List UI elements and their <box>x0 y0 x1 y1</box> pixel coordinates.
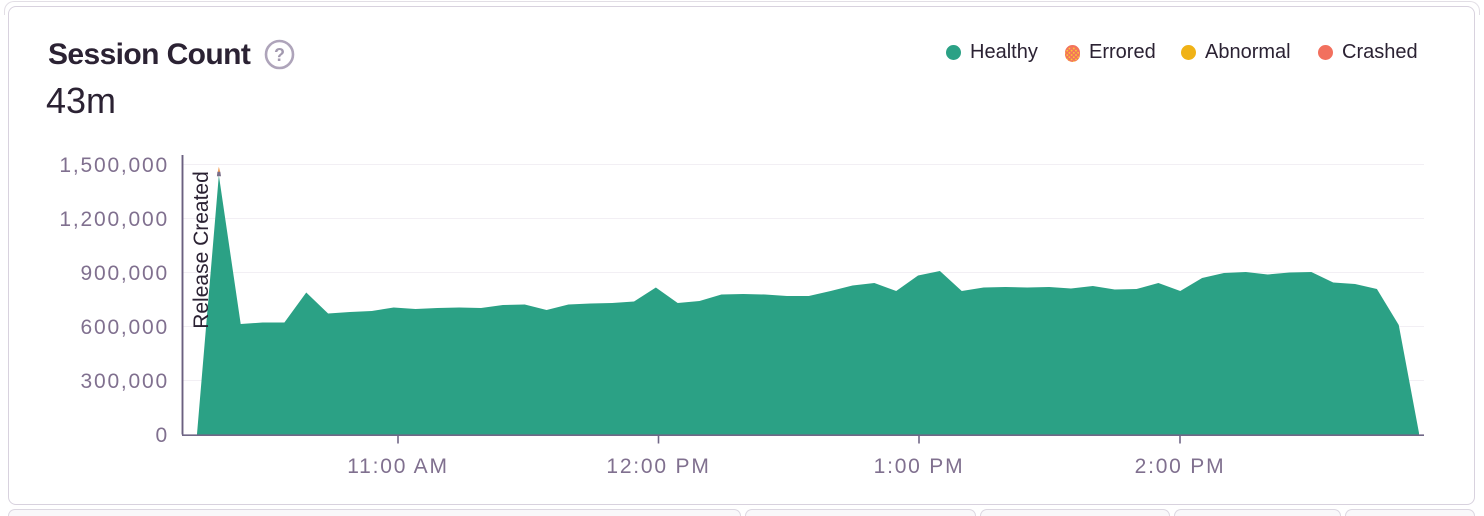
svg-text:1:00 PM: 1:00 PM <box>874 455 965 478</box>
svg-text:900,000: 900,000 <box>80 262 169 285</box>
svg-text:600,000: 600,000 <box>80 316 169 339</box>
svg-text:1,500,000: 1,500,000 <box>59 154 169 177</box>
svg-text:2:00 PM: 2:00 PM <box>1135 455 1226 478</box>
svg-text:11:00 AM: 11:00 AM <box>347 455 449 478</box>
svg-text:300,000: 300,000 <box>80 370 169 393</box>
svg-text:0: 0 <box>156 424 169 447</box>
svg-text:?: ? <box>274 45 285 65</box>
svg-text:Release Created: Release Created <box>190 171 213 329</box>
svg-text:12:00 PM: 12:00 PM <box>606 455 710 478</box>
svg-text:1,200,000: 1,200,000 <box>59 208 169 231</box>
